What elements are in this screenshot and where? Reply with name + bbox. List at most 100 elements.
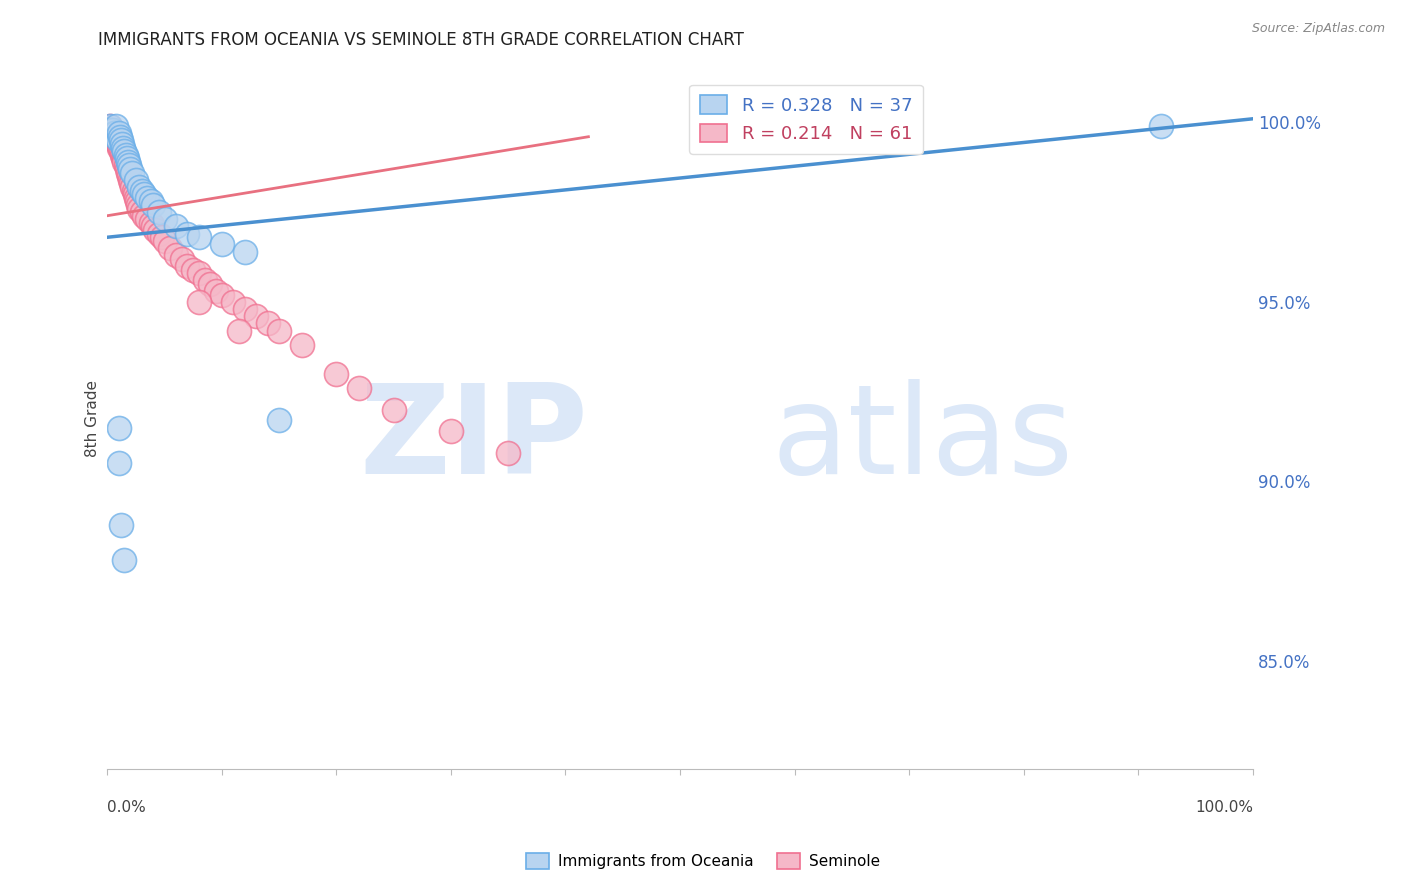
- Point: [256, 317, 278, 331]
- Point: [200, 277, 222, 291]
- Point: [131, 205, 153, 219]
- Point: [107, 136, 129, 151]
- Point: [121, 166, 143, 180]
- Point: [349, 381, 371, 395]
- Point: [176, 227, 198, 241]
- Point: [117, 166, 139, 180]
- Text: atlas: atlas: [772, 379, 1074, 500]
- Point: [101, 129, 124, 144]
- Point: [125, 191, 148, 205]
- Point: [136, 191, 159, 205]
- Point: [132, 187, 155, 202]
- Point: [121, 180, 143, 194]
- Point: [228, 324, 250, 338]
- Point: [110, 144, 132, 158]
- Point: [128, 180, 150, 194]
- Text: ZIP: ZIP: [360, 379, 588, 500]
- Point: [325, 367, 347, 381]
- Point: [107, 126, 129, 140]
- Point: [103, 129, 125, 144]
- Point: [110, 517, 132, 532]
- Point: [107, 457, 129, 471]
- Point: [382, 402, 405, 417]
- Point: [114, 147, 136, 161]
- Point: [440, 424, 463, 438]
- Point: [211, 287, 233, 301]
- Text: 0.0%: 0.0%: [107, 800, 146, 815]
- Point: [150, 230, 173, 244]
- Point: [103, 126, 125, 140]
- Point: [139, 216, 162, 230]
- Point: [118, 169, 141, 184]
- Point: [125, 194, 148, 209]
- Point: [143, 223, 166, 237]
- Point: [112, 151, 135, 165]
- Y-axis label: 8th Grade: 8th Grade: [86, 380, 100, 457]
- Point: [117, 154, 139, 169]
- Point: [112, 154, 135, 169]
- Point: [153, 234, 176, 248]
- Point: [100, 122, 122, 136]
- Point: [142, 198, 165, 212]
- Point: [107, 133, 129, 147]
- Legend: Immigrants from Oceania, Seminole: Immigrants from Oceania, Seminole: [520, 847, 886, 875]
- Point: [245, 310, 267, 324]
- Legend: R = 0.328   N = 37, R = 0.214   N = 61: R = 0.328 N = 37, R = 0.214 N = 61: [689, 85, 924, 154]
- Point: [187, 230, 209, 244]
- Point: [111, 147, 134, 161]
- Point: [105, 129, 128, 144]
- Point: [222, 294, 245, 309]
- Point: [841, 119, 863, 133]
- Point: [267, 324, 290, 338]
- Point: [291, 338, 314, 352]
- Point: [98, 119, 121, 133]
- Point: [194, 273, 217, 287]
- Point: [128, 202, 150, 216]
- Point: [131, 184, 153, 198]
- Text: Source: ZipAtlas.com: Source: ZipAtlas.com: [1251, 22, 1385, 36]
- Point: [211, 237, 233, 252]
- Text: 100.0%: 100.0%: [1195, 800, 1253, 815]
- Point: [111, 136, 134, 151]
- Point: [104, 126, 127, 140]
- Point: [118, 158, 141, 172]
- Point: [496, 446, 519, 460]
- Point: [165, 248, 187, 262]
- Point: [104, 133, 127, 147]
- Point: [1150, 119, 1173, 133]
- Point: [120, 177, 142, 191]
- Point: [105, 119, 128, 133]
- Point: [142, 219, 165, 234]
- Point: [107, 420, 129, 434]
- Point: [139, 194, 162, 209]
- Point: [114, 158, 136, 172]
- Point: [233, 244, 256, 259]
- Point: [170, 252, 193, 266]
- Point: [132, 209, 155, 223]
- Point: [205, 284, 228, 298]
- Point: [98, 119, 121, 133]
- Point: [101, 126, 124, 140]
- Point: [122, 184, 145, 198]
- Point: [110, 133, 132, 147]
- Text: IMMIGRANTS FROM OCEANIA VS SEMINOLE 8TH GRADE CORRELATION CHART: IMMIGRANTS FROM OCEANIA VS SEMINOLE 8TH …: [98, 31, 744, 49]
- Point: [153, 212, 176, 227]
- Point: [112, 553, 135, 567]
- Point: [267, 413, 290, 427]
- Point: [105, 133, 128, 147]
- Point: [125, 173, 148, 187]
- Point: [108, 129, 131, 144]
- Point: [148, 227, 170, 241]
- Point: [107, 136, 129, 151]
- Point: [107, 140, 129, 154]
- Point: [165, 219, 187, 234]
- Point: [127, 198, 149, 212]
- Point: [112, 144, 135, 158]
- Point: [233, 302, 256, 317]
- Point: [120, 173, 142, 187]
- Point: [176, 259, 198, 273]
- Point: [115, 162, 138, 177]
- Point: [187, 294, 209, 309]
- Point: [100, 126, 122, 140]
- Point: [112, 151, 135, 165]
